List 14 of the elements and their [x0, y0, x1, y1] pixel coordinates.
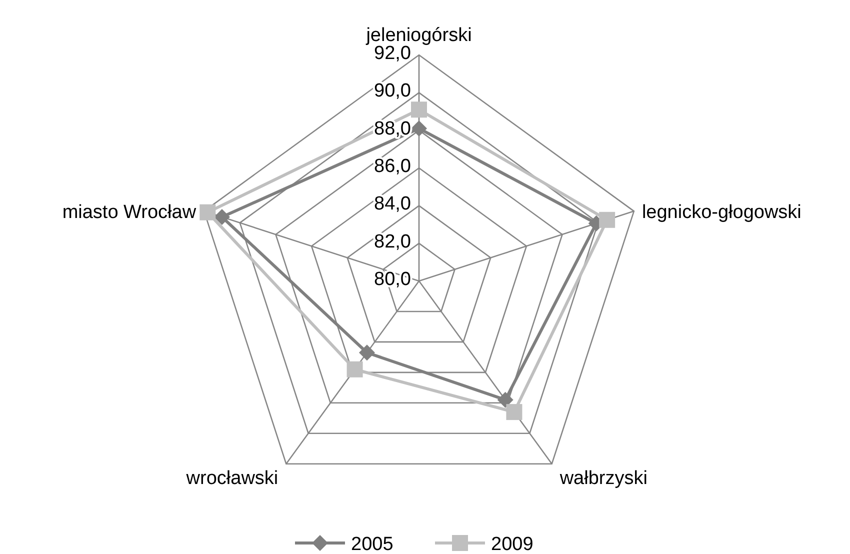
y-tick-label: 82,0 [374, 231, 411, 252]
spoke-label: wałbrzyski [558, 468, 648, 489]
spoke-label: wrocławski [185, 468, 278, 489]
legend-label: 2009 [491, 534, 534, 554]
spoke-label: legnicko-głogowski [642, 202, 802, 224]
legend-label: 2005 [351, 534, 394, 554]
y-tick-label: 92,0 [374, 43, 411, 64]
spoke-label: jeleniogórski [365, 25, 472, 46]
y-tick-label: 86,0 [374, 156, 411, 177]
y-tick-label: 84,0 [374, 194, 411, 215]
y-tick-label: 80,0 [374, 269, 411, 290]
y-tick-label: 88,0 [374, 118, 411, 140]
spoke-label: miasto Wrocław [62, 202, 196, 224]
y-tick-label: 90,0 [374, 80, 411, 102]
